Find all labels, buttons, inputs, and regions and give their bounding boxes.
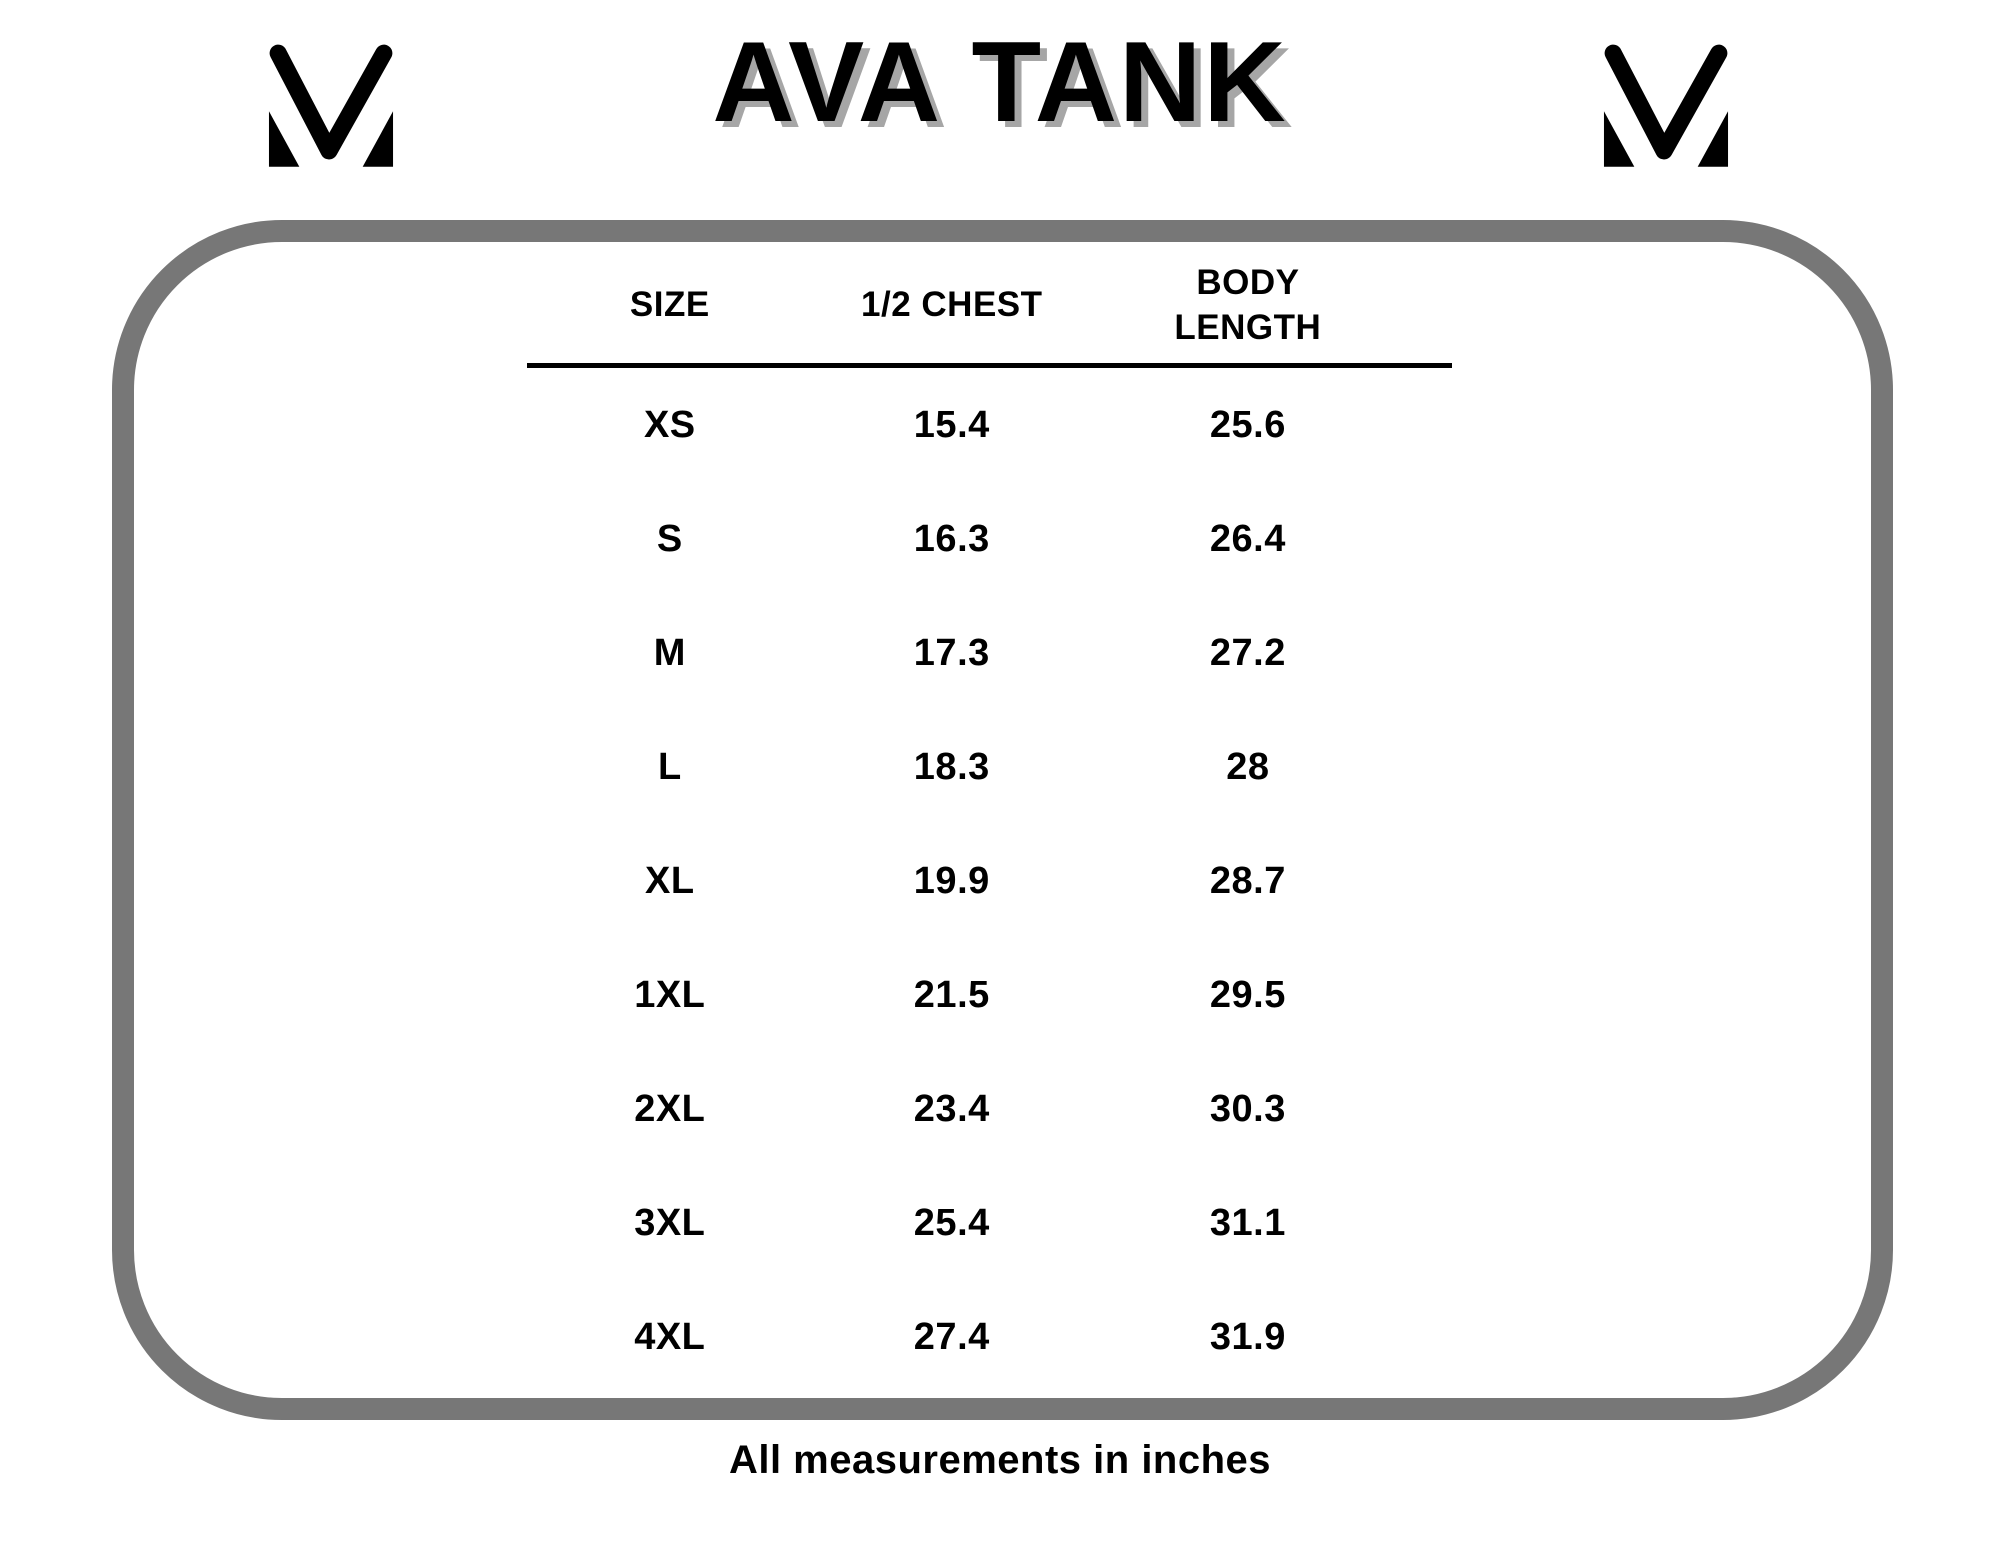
size-cell: 4XL <box>634 1315 706 1358</box>
length-cell: 28 <box>1226 745 1270 788</box>
length-cell: 31.9 <box>1209 1315 1286 1358</box>
page-title: AVA TANK <box>712 19 1288 146</box>
table-row: 4XL 27.4 31.9 <box>510 1280 1450 1394</box>
col-header-size: SIZE <box>629 285 710 324</box>
table-row: 1XL 21.5 29.5 <box>510 938 1450 1052</box>
length-cell: 27.2 <box>1209 631 1286 674</box>
chest-cell: 17.3 <box>913 631 990 674</box>
length-cell: 26.4 <box>1209 517 1286 560</box>
header-divider <box>527 363 1452 368</box>
chest-cell: 21.5 <box>913 973 990 1016</box>
measurements-footnote: All measurements in inches <box>728 1438 1272 1482</box>
table-row: L 18.3 28 <box>510 710 1450 824</box>
size-table: SIZE 1/2 CHEST BODY LENGTH XS 15.4 25.6 … <box>510 250 1452 1394</box>
brand-logo-icon <box>1600 44 1732 168</box>
length-cell: 25.6 <box>1209 403 1286 446</box>
size-cell: 2XL <box>634 1087 706 1130</box>
table-row: 3XL 25.4 31.1 <box>510 1166 1450 1280</box>
chest-cell: 25.4 <box>913 1201 990 1244</box>
table-row: XL 19.9 28.7 <box>510 824 1450 938</box>
table-row: XS 15.4 25.6 <box>510 368 1450 482</box>
size-chart-border <box>112 220 1893 1420</box>
size-cell: L <box>657 745 682 788</box>
size-cell: 1XL <box>634 973 706 1016</box>
chest-cell: 27.4 <box>913 1315 990 1358</box>
table-body: XS 15.4 25.6 S 16.3 26.4 M 17.3 27.2 L 1… <box>510 368 1450 1394</box>
chest-cell: 19.9 <box>913 859 990 902</box>
size-cell: 3XL <box>634 1201 706 1244</box>
size-cell: S <box>656 517 683 560</box>
table-row: M 17.3 27.2 <box>510 596 1450 710</box>
chest-cell: 18.3 <box>913 745 990 788</box>
chest-cell: 15.4 <box>913 403 990 446</box>
chest-cell: 23.4 <box>913 1087 990 1130</box>
col-header-body-length: BODY LENGTH <box>1174 262 1322 348</box>
length-cell: 30.3 <box>1209 1087 1286 1130</box>
length-cell: 29.5 <box>1209 973 1286 1016</box>
chest-cell: 16.3 <box>913 517 990 560</box>
table-row: S 16.3 26.4 <box>510 482 1450 596</box>
length-cell: 28.7 <box>1209 859 1286 902</box>
table-row: 2XL 23.4 30.3 <box>510 1052 1450 1166</box>
col-header-half-chest: 1/2 CHEST <box>861 285 1043 324</box>
table-header-row: SIZE 1/2 CHEST BODY LENGTH <box>510 250 1450 360</box>
size-cell: XS <box>643 403 696 446</box>
brand-logo-icon <box>265 44 397 168</box>
size-cell: XL <box>645 859 695 902</box>
length-cell: 31.1 <box>1209 1201 1286 1244</box>
size-cell: M <box>653 631 686 674</box>
